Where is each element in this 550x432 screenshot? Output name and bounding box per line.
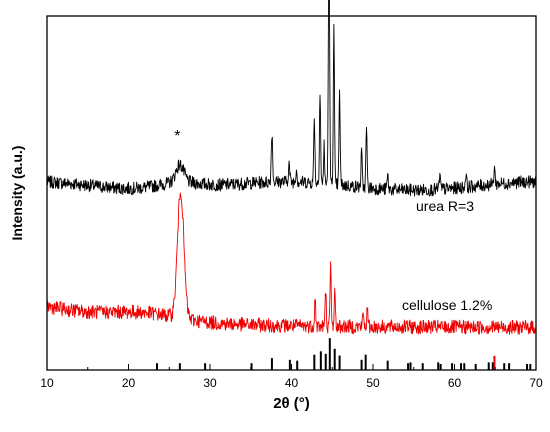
x-tick-label-10: 10 <box>40 376 54 390</box>
x-tick-label-30: 30 <box>203 376 217 390</box>
plot-content <box>46 0 537 370</box>
x-axis-tick-labels: 10 20 30 40 50 60 70 <box>40 376 543 390</box>
x-axis-ticks <box>46 364 537 370</box>
series-line-0 <box>46 0 537 197</box>
x-tick-label-60: 60 <box>448 376 462 390</box>
annotation-star: * <box>174 128 180 145</box>
x-tick-label-40: 40 <box>285 376 299 390</box>
y-axis-title: Intensity (a.u.) <box>9 146 25 241</box>
series-line-1 <box>46 192 537 335</box>
x-axis-title: 2θ (°) <box>273 395 310 412</box>
x-tick-label-20: 20 <box>122 376 136 390</box>
series-labels: urea R=3 cellulose 1.2% <box>402 198 492 313</box>
series-label-urea: urea R=3 <box>416 198 474 214</box>
series-label-cellulose: cellulose 1.2% <box>402 297 492 313</box>
x-tick-label-50: 50 <box>366 376 380 390</box>
x-tick-label-70: 70 <box>529 376 543 390</box>
